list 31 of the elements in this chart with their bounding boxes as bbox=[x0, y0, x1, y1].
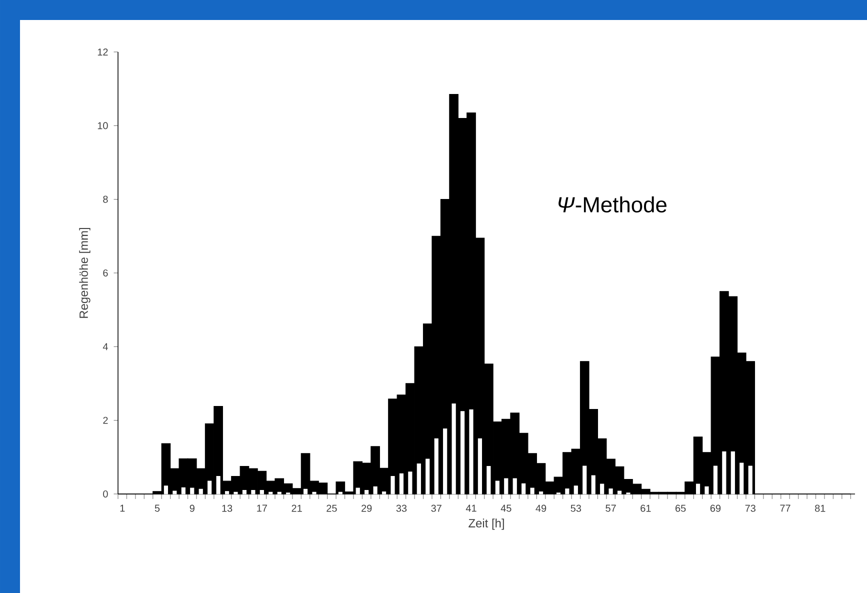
x-tick-label: 73 bbox=[745, 504, 756, 512]
y-axis-title: Regenhöhe [mm] bbox=[79, 228, 90, 318]
x-tick-label: 13 bbox=[222, 504, 232, 512]
x-tick-label: 61 bbox=[640, 504, 651, 512]
x-tick-label: 45 bbox=[500, 504, 512, 512]
x-tick-label: 21 bbox=[292, 504, 302, 512]
x-tick-label: 1 bbox=[120, 504, 125, 512]
x-tick-label: 53 bbox=[570, 504, 582, 512]
x-tick-label: 25 bbox=[326, 504, 337, 512]
y-tick-label: 12 bbox=[98, 48, 108, 56]
y-tick-label: 0 bbox=[103, 490, 108, 498]
x-tick-label: 69 bbox=[710, 504, 721, 512]
x-tick-label: 37 bbox=[431, 504, 442, 512]
x-tick-label: 29 bbox=[362, 504, 372, 512]
y-tick-label: 10 bbox=[98, 122, 108, 130]
x-tick-label: 57 bbox=[606, 504, 616, 512]
x-tick-label: 9 bbox=[190, 504, 194, 512]
x-tick-label: 17 bbox=[257, 504, 267, 512]
x-tick-label: 65 bbox=[676, 504, 686, 512]
x-axis-title: Zeit [h] bbox=[468, 518, 504, 530]
y-tick-label: 4 bbox=[102, 343, 108, 350]
y-tick-label: 2 bbox=[103, 416, 108, 424]
x-tick-label: 5 bbox=[154, 504, 160, 512]
x-tick-label: 81 bbox=[815, 504, 826, 512]
x-tick-label: 77 bbox=[780, 504, 790, 512]
annotation: Ψ-Methode bbox=[558, 196, 666, 213]
y-tick-label: 6 bbox=[103, 269, 108, 277]
x-tick-label: 41 bbox=[466, 504, 476, 512]
y-tick-label: 8 bbox=[103, 196, 108, 203]
x-tick-label: 49 bbox=[536, 504, 546, 512]
x-tick-label: 33 bbox=[396, 504, 407, 512]
